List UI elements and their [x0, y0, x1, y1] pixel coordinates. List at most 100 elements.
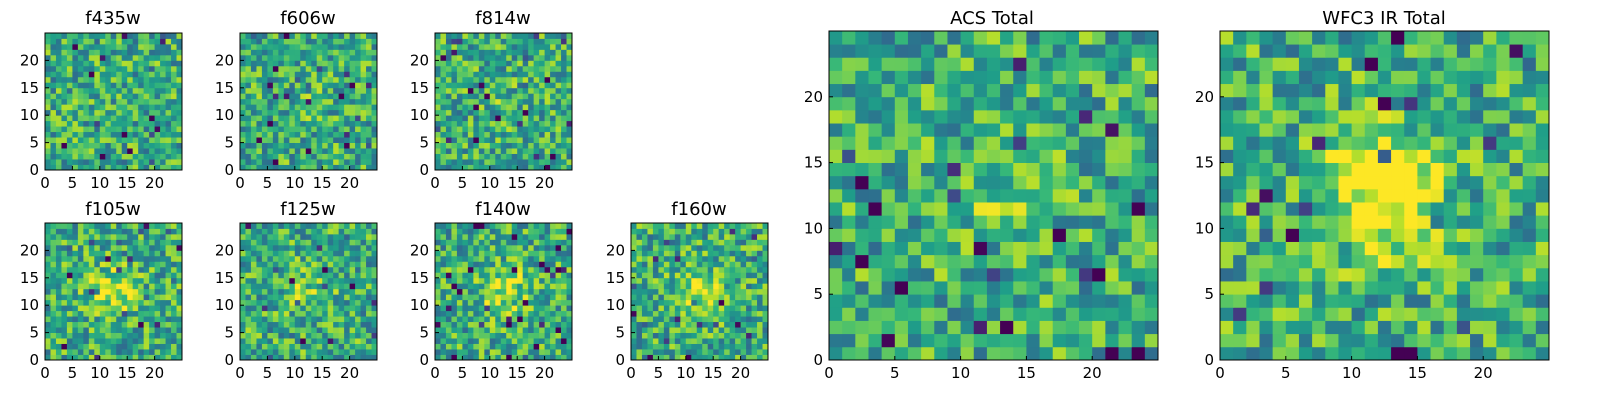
y-tick-label: 0 [615, 351, 625, 369]
heatmap-cell [435, 294, 441, 301]
heatmap-cell [176, 288, 183, 295]
heatmap-cell [1052, 281, 1067, 295]
heatmap-cell [283, 148, 290, 154]
heatmap-cell [751, 338, 758, 344]
heatmap-cell [550, 49, 556, 56]
heatmap-cell [256, 310, 263, 317]
heatmap-cell [1118, 294, 1133, 308]
heatmap-cell [327, 250, 334, 257]
heatmap-cell [550, 153, 556, 160]
heatmap-cell [88, 65, 95, 72]
heatmap-cell [344, 142, 350, 149]
heatmap-cell [176, 98, 183, 105]
heatmap-cell [327, 76, 334, 83]
heatmap-cell [663, 349, 670, 355]
heatmap-cell [366, 164, 372, 171]
heatmap-cell [55, 228, 62, 235]
heatmap-cell [445, 310, 452, 317]
heatmap-cell [66, 223, 73, 229]
heatmap-cell [289, 250, 296, 257]
heatmap-cell [986, 307, 1001, 321]
heatmap-cell [960, 228, 975, 242]
heatmap-cell [94, 164, 101, 171]
heatmap-cell [138, 244, 145, 251]
heatmap-cell [344, 233, 350, 240]
heatmap-cell [522, 153, 529, 160]
heatmap-cell [986, 294, 1001, 308]
heatmap-cell [489, 223, 496, 229]
heatmap-cell [149, 244, 155, 251]
heatmap-cell [278, 115, 285, 122]
heatmap-cell [160, 223, 166, 229]
heatmap-cell [366, 294, 372, 301]
heatmap-cell [72, 43, 79, 50]
heatmap-cell [311, 98, 318, 105]
heatmap-cell [311, 43, 318, 50]
heatmap-cell [762, 288, 769, 295]
heatmap-cell [561, 164, 567, 171]
heatmap-cell [674, 283, 681, 290]
heatmap-cell [55, 349, 62, 355]
heatmap-cell [522, 104, 529, 111]
heatmap-cell [316, 272, 323, 279]
heatmap-cell [355, 98, 361, 105]
heatmap-cell [473, 316, 480, 323]
heatmap-cell [105, 233, 112, 240]
heatmap-cell [511, 250, 518, 257]
heatmap-cell [278, 60, 285, 67]
heatmap-cell [451, 38, 458, 45]
heatmap-cell [138, 294, 145, 301]
heatmap-cell [973, 294, 988, 308]
heatmap-cell [116, 327, 123, 333]
heatmap-cell [311, 283, 318, 290]
heatmap-cell [110, 60, 117, 67]
heatmap-cell [921, 346, 935, 361]
heatmap-cell [344, 272, 350, 279]
heatmap-cell [154, 261, 161, 268]
heatmap-cell [467, 71, 474, 78]
heatmap-cell [751, 261, 758, 268]
heatmap-cell [305, 82, 312, 89]
heatmap-cell [1118, 281, 1133, 295]
heatmap-cell [245, 338, 252, 344]
heatmap-cell [240, 310, 246, 317]
heatmap-cell [522, 115, 529, 122]
heatmap-cell [344, 131, 350, 138]
heatmap-cell [1079, 346, 1093, 361]
heatmap-cell [154, 76, 161, 83]
heatmap-cell [467, 228, 474, 235]
heatmap-cell [445, 266, 452, 273]
heatmap-cell [511, 49, 518, 56]
heatmap-cell [338, 299, 345, 306]
heatmap-cell [261, 283, 268, 290]
heatmap-cell [561, 250, 567, 257]
heatmap-cell [746, 272, 752, 279]
heatmap-cell [511, 65, 518, 72]
heatmap-cell [550, 354, 556, 361]
heatmap-cell [105, 239, 112, 246]
heatmap-cell [88, 261, 95, 268]
heatmap-cell [278, 332, 285, 339]
heatmap-cell [72, 38, 79, 45]
heatmap-cell [256, 98, 263, 105]
heatmap-cell [435, 228, 441, 235]
heatmap-cell [724, 310, 731, 317]
heatmap-cell [132, 54, 139, 61]
heatmap-cell [735, 250, 741, 257]
heatmap-cell [50, 120, 57, 127]
heatmap-cell [757, 272, 763, 279]
heatmap-cell [868, 333, 883, 348]
heatmap-cell [305, 321, 312, 328]
heatmap-cell [435, 272, 441, 279]
heatmap-cell [467, 76, 474, 83]
heatmap-cell [371, 38, 378, 45]
heatmap-cell [99, 164, 106, 171]
heatmap-cell [94, 76, 101, 83]
heatmap-cell [316, 148, 323, 154]
heatmap-cell [960, 149, 975, 163]
heatmap-cell [272, 33, 279, 39]
heatmap-cell [735, 354, 741, 361]
heatmap-cell [685, 239, 692, 246]
heatmap-cell [99, 76, 106, 83]
heatmap-cell [171, 54, 177, 61]
